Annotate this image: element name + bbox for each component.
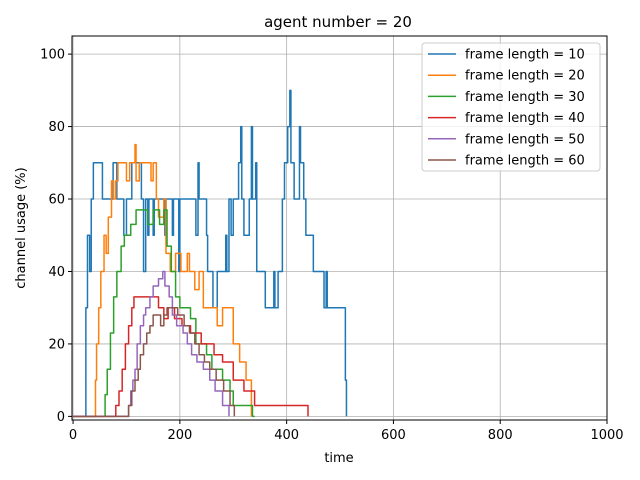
- legend-label: frame length = 30: [465, 90, 585, 105]
- series-line: [73, 270, 230, 418]
- series-line: [73, 209, 255, 418]
- series-line: [73, 143, 253, 418]
- legend-label: frame length = 60: [465, 154, 585, 169]
- legend-box: [421, 42, 601, 172]
- y-tick-label: 60: [48, 193, 65, 208]
- y-axis-label: channel usage (%): [14, 167, 29, 288]
- axis-ticks: 0 200 400 600 800 1000 0 20 40 60 80 100: [40, 48, 623, 443]
- legend-label: frame length = 50: [465, 132, 585, 147]
- y-tick-label: 20: [48, 337, 65, 352]
- x-tick-label: 0: [69, 428, 77, 443]
- series-line: [73, 89, 348, 418]
- x-tick-label: 800: [488, 428, 513, 443]
- legend-label: frame length = 10: [465, 48, 585, 63]
- legend-label: frame length = 20: [465, 69, 585, 84]
- series-lines: [73, 89, 348, 418]
- x-tick-label: 200: [167, 428, 192, 443]
- legend-label: frame length = 40: [465, 111, 585, 126]
- chart-title: agent number = 20: [264, 13, 412, 31]
- x-tick-label: 1000: [590, 428, 623, 443]
- series-line: [73, 306, 236, 418]
- plot-frame: [71, 35, 608, 421]
- legend: frame length = 10 frame length = 20 frame …: [421, 42, 601, 172]
- y-tick-label: 100: [40, 48, 65, 63]
- y-tick-label: 80: [48, 120, 65, 135]
- x-tick-label: 400: [274, 428, 299, 443]
- x-tick-label: 600: [381, 428, 406, 443]
- x-axis-label: time: [324, 451, 353, 466]
- y-tick-label: 0: [57, 410, 65, 425]
- y-tick-label: 40: [48, 265, 65, 280]
